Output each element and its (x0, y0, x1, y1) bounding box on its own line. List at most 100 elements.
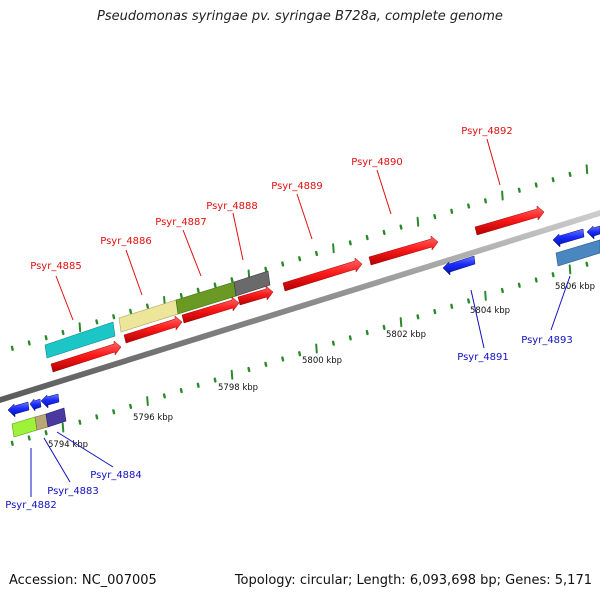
minor-tick (179, 293, 183, 299)
gene-label[interactable]: Psyr_4891 (457, 352, 509, 363)
minor-tick (213, 282, 217, 288)
gene-block-cyan[interactable] (44, 321, 116, 359)
minor-tick (112, 409, 116, 415)
minor-tick (61, 329, 65, 336)
gene-arrow-psyr-4885[interactable] (50, 340, 122, 373)
minor-tick (382, 324, 386, 330)
minor-tick (298, 256, 302, 262)
major-tick (568, 264, 572, 275)
scale-label: 5804 kbp (470, 306, 510, 316)
gene-arrow-psyr-4886[interactable] (123, 315, 183, 344)
minor-tick (27, 435, 31, 441)
minor-tick (484, 198, 487, 204)
minor-tick (416, 314, 420, 320)
minor-tick (534, 277, 538, 283)
gene-arrow-right-edge[interactable] (586, 225, 600, 240)
minor-tick (129, 403, 133, 409)
gene-block-grey[interactable] (233, 270, 271, 297)
gene-label[interactable]: Psyr_4882 (5, 500, 57, 511)
scale-label: 5802 kbp (386, 330, 426, 340)
topology-value: circular (299, 573, 348, 588)
major-tick (315, 343, 318, 354)
major-tick (61, 422, 65, 433)
accession-label: Accession: (9, 573, 78, 588)
genome-backbone (0, 210, 600, 403)
minor-tick (517, 282, 521, 288)
minor-tick (264, 266, 268, 272)
gene-label[interactable]: Psyr_4883 (47, 486, 99, 497)
upper-tick-row (10, 164, 589, 351)
map-title: Pseudomonas syringae pv. syringae B728a,… (97, 9, 503, 24)
gene-arrow-psyr-4891[interactable] (442, 255, 476, 276)
length-value: 6,093,698 bp (409, 573, 497, 588)
genes-value: 5,171 (554, 573, 592, 588)
gene-label[interactable]: Psyr_4884 (90, 470, 142, 481)
minor-tick (196, 382, 200, 388)
scale-label: 5796 kbp (133, 413, 173, 423)
gene-label[interactable]: Psyr_4890 (351, 157, 403, 168)
minor-tick (196, 287, 200, 293)
accession-info: Accession: NC_007005 (9, 573, 157, 588)
minor-tick (585, 261, 589, 267)
gene-block-indigo[interactable] (45, 407, 67, 428)
minor-tick (331, 340, 335, 346)
minor-tick (298, 351, 302, 357)
minor-tick (129, 308, 133, 314)
minor-tick (450, 208, 454, 214)
gene-arrow-psyr-4888[interactable] (237, 285, 274, 306)
scale-label: 5794 kbp (48, 440, 88, 450)
minor-tick (348, 335, 352, 341)
forward-label-lines (55, 138, 501, 321)
gene-arrow-psyr-4883[interactable] (29, 398, 42, 412)
minor-tick (534, 182, 538, 188)
minor-tick (145, 303, 150, 309)
minor-tick (433, 309, 437, 315)
minor-tick (517, 187, 521, 193)
minor-tick (568, 171, 572, 178)
lower-tick-row (10, 261, 589, 446)
minor-tick (551, 272, 555, 278)
gene-label[interactable]: Psyr_4893 (521, 335, 573, 346)
major-tick (416, 216, 420, 227)
forward-labels: Psyr_4885 Psyr_4886 Psyr_4887 Psyr_4888 … (30, 126, 513, 272)
major-tick (78, 322, 82, 333)
scale-label: 5798 kbp (218, 383, 258, 393)
gene-label[interactable]: Psyr_4885 (30, 261, 82, 272)
gene-arrow-psyr-4882[interactable] (7, 401, 30, 418)
gene-arrow-psyr-4884[interactable] (40, 393, 60, 409)
gene-block-steelblue[interactable] (555, 239, 600, 267)
gene-label[interactable]: Psyr_4887 (155, 217, 207, 228)
gene-arrow-psyr-4887[interactable] (181, 296, 240, 324)
minor-tick (10, 440, 14, 446)
minor-tick (162, 393, 166, 399)
minor-tick (44, 335, 48, 341)
gene-arrow-psyr-4889[interactable] (282, 257, 363, 292)
topology-label: Topology: (234, 573, 296, 588)
minor-tick (382, 229, 386, 236)
minor-tick (551, 177, 555, 183)
gene-block-lime[interactable] (11, 416, 38, 438)
gene-block-tan[interactable] (34, 413, 49, 431)
minor-tick (500, 287, 504, 294)
gene-label[interactable]: Psyr_4886 (100, 236, 152, 247)
minor-tick (365, 234, 369, 241)
minor-tick (315, 250, 318, 257)
gene-arrow-psyr-4893[interactable] (552, 228, 585, 248)
scale-labels: 5794 kbp 5796 kbp 5798 kbp 5800 kbp 5802… (48, 282, 595, 450)
minor-tick (10, 345, 14, 351)
major-tick (585, 164, 589, 175)
genome-summary: Topology: circular; Length: 6,093,698 bp… (234, 573, 592, 588)
gene-label[interactable]: Psyr_4889 (271, 181, 323, 192)
minor-tick (264, 361, 268, 367)
gene-arrow-psyr-4892[interactable] (474, 205, 545, 236)
gene-label[interactable]: Psyr_4892 (461, 126, 513, 137)
minor-tick (467, 203, 471, 209)
genes-label: Genes: (505, 573, 551, 588)
minor-tick (179, 388, 183, 394)
forward-genes (44, 205, 545, 373)
minor-tick (399, 224, 403, 230)
gene-label[interactable]: Psyr_4888 (206, 201, 258, 212)
gene-arrow-psyr-4890[interactable] (368, 235, 439, 266)
minor-tick (281, 356, 285, 362)
